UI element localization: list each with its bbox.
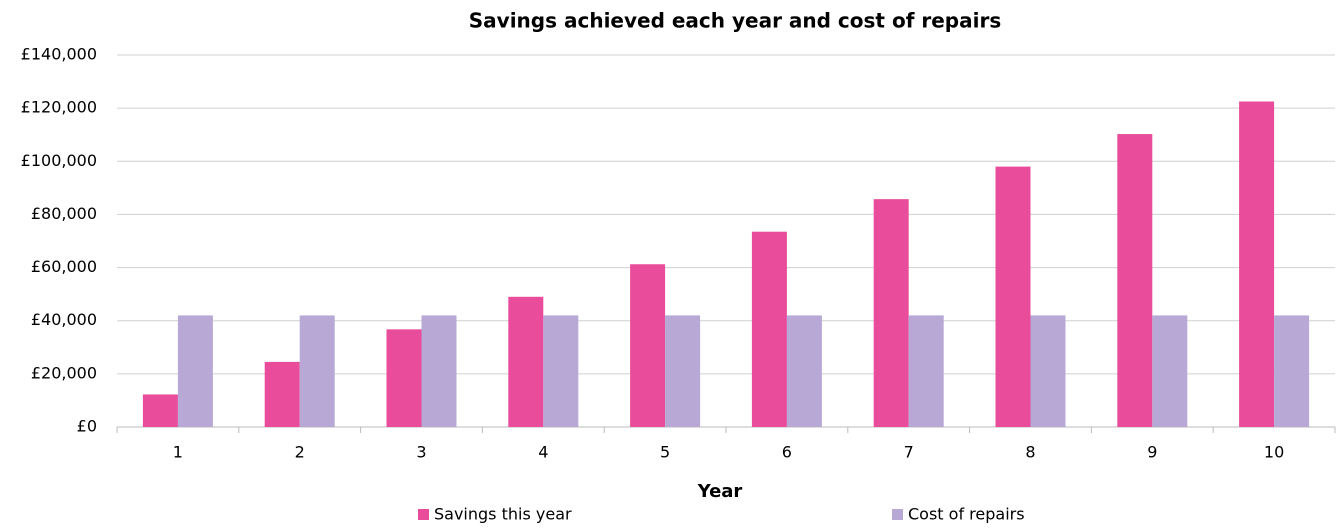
bar (299, 315, 335, 427)
bar (543, 315, 579, 427)
bar (177, 315, 213, 427)
bar (1274, 315, 1310, 427)
legend-swatch (418, 509, 429, 520)
x-tick-label: 4 (538, 443, 548, 462)
bar (1030, 315, 1066, 427)
bar (1117, 134, 1153, 428)
x-tick-label: 1 (173, 443, 183, 462)
y-tick-label: £60,000 (31, 257, 97, 276)
x-tick-label: 6 (782, 443, 792, 462)
bar (508, 296, 544, 427)
y-tick-label: £20,000 (31, 363, 97, 382)
legend-swatch (892, 509, 903, 520)
bar (264, 361, 300, 427)
bar (786, 315, 822, 427)
y-tick-label: £140,000 (21, 45, 97, 64)
bar (1152, 315, 1188, 427)
x-tick-label: 8 (1025, 443, 1035, 462)
bar (751, 231, 787, 427)
y-tick-label: £0 (77, 417, 97, 436)
x-tick-label: 3 (416, 443, 426, 462)
bar (630, 264, 666, 427)
bar (421, 315, 457, 427)
bar (1239, 101, 1275, 427)
bar (873, 199, 909, 427)
bar (142, 394, 178, 427)
x-tick-label: 9 (1147, 443, 1157, 462)
bar (995, 166, 1031, 427)
legend-label: Cost of repairs (908, 505, 1025, 524)
x-tick-label: 7 (904, 443, 914, 462)
bar (386, 329, 422, 427)
chart-title: Savings achieved each year and cost of r… (469, 9, 1001, 33)
y-tick-label: £40,000 (31, 310, 97, 329)
y-tick-label: £80,000 (31, 204, 97, 223)
legend-label: Savings this year (434, 505, 572, 524)
x-tick-label: 2 (295, 443, 305, 462)
y-tick-label: £100,000 (21, 151, 97, 170)
bar (908, 315, 944, 427)
x-axis-label: Year (697, 481, 743, 502)
x-tick-label: 10 (1264, 443, 1284, 462)
x-tick-label: 5 (660, 443, 670, 462)
bar (665, 315, 701, 427)
y-tick-label: £120,000 (21, 98, 97, 117)
